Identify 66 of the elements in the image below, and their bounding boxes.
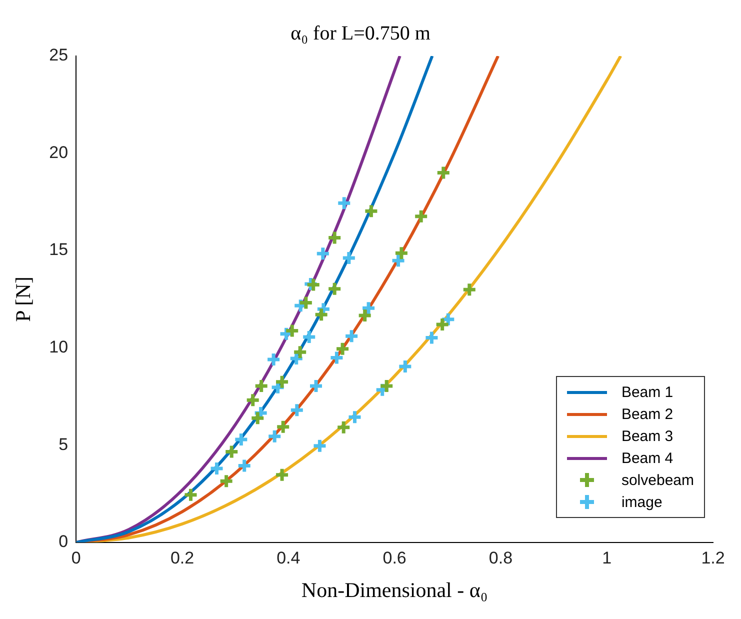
point: [436, 164, 452, 180]
y-tick-label: 0: [58, 532, 68, 552]
point: [209, 460, 225, 476]
point: [289, 402, 305, 418]
x-tick-label: 1: [602, 548, 612, 568]
point: [183, 487, 198, 503]
point: [274, 374, 290, 390]
point: [284, 322, 300, 338]
point: [424, 330, 440, 346]
point: [357, 308, 373, 324]
point: [250, 410, 266, 426]
point: [336, 420, 352, 436]
point: [298, 294, 314, 310]
point: [308, 378, 324, 394]
point: [275, 419, 291, 435]
y-axis-title: P [N]: [11, 276, 36, 322]
point: [326, 281, 342, 297]
x-tick-label: 0: [71, 548, 81, 568]
point: [233, 432, 249, 448]
point: [326, 230, 342, 246]
legend-label: image: [621, 494, 662, 511]
point: [315, 246, 331, 262]
x-tick-label: 0.2: [170, 548, 194, 568]
point: [314, 306, 330, 322]
point: [266, 352, 282, 368]
point: [306, 277, 322, 293]
point: [274, 467, 290, 483]
x-tick-label: 0.4: [276, 548, 300, 568]
legend-label: Beam 1: [621, 384, 674, 401]
point: [378, 378, 394, 394]
x-tick-label: 0.6: [382, 548, 406, 568]
point: [266, 428, 282, 444]
legend-label: solvebeam: [621, 472, 694, 489]
chart-title: α₀ for L=0.750 m: [290, 22, 431, 44]
point: [292, 344, 308, 360]
point: [341, 250, 357, 266]
point: [245, 392, 261, 408]
point: [462, 282, 478, 298]
point: [413, 208, 429, 224]
legend-label: Beam 4: [621, 450, 674, 467]
point: [397, 358, 413, 374]
point: [347, 409, 362, 425]
legend-label: Beam 3: [621, 428, 674, 445]
point: [360, 300, 376, 316]
point: [334, 341, 350, 357]
point: [336, 195, 352, 211]
y-tick-label: 15: [49, 240, 68, 260]
y-tick-label: 5: [58, 434, 68, 454]
point: [236, 458, 252, 474]
point: [301, 329, 317, 345]
x-tick-label: 1.2: [701, 548, 725, 568]
point: [344, 328, 360, 344]
point: [218, 473, 234, 489]
legend-label: Beam 2: [621, 406, 674, 423]
point: [328, 350, 344, 366]
x-tick-label: 0.8: [488, 548, 513, 568]
point: [394, 245, 410, 261]
y-tick-label: 20: [49, 142, 68, 162]
point: [363, 203, 379, 219]
point: [434, 316, 450, 332]
y-tick-label: 10: [49, 338, 68, 357]
point: [254, 378, 270, 394]
point: [312, 438, 328, 454]
x-axis-title: Non-Dimensional - α₀: [301, 578, 488, 602]
point: [224, 444, 240, 460]
y-tick-label: 25: [49, 46, 68, 65]
